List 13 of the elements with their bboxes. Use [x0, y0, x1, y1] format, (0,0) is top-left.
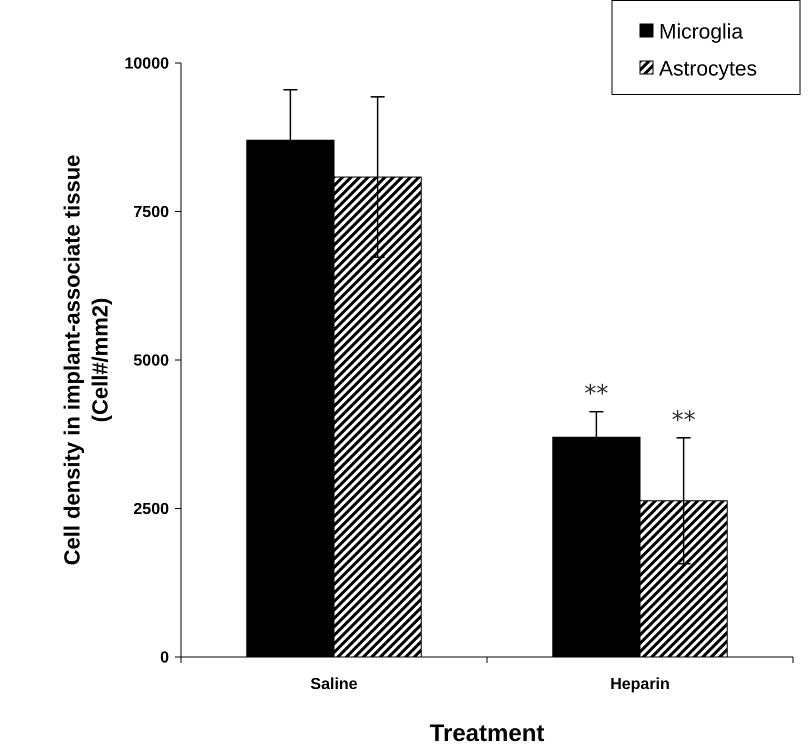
legend-label: Microglia: [659, 20, 744, 44]
annotation: **: [672, 406, 696, 434]
y-tick-label: 10000: [124, 56, 170, 73]
y-tick-label: 5000: [133, 352, 170, 370]
legend-label: Astrocytes: [659, 57, 758, 80]
y-tick-label: 2500: [133, 501, 170, 518]
y-axis-title: Cell density in implant-associate tissue (Cell#/mm2): [60, 154, 113, 566]
x-axis-title: Treatment: [430, 720, 544, 747]
y-tick-label: 0: [160, 650, 170, 667]
x-tick-label: Heparin: [610, 676, 670, 693]
y-tick-label: 7500: [133, 204, 170, 222]
annotation: **: [584, 380, 608, 408]
x-tick-label: Saline: [310, 676, 358, 693]
